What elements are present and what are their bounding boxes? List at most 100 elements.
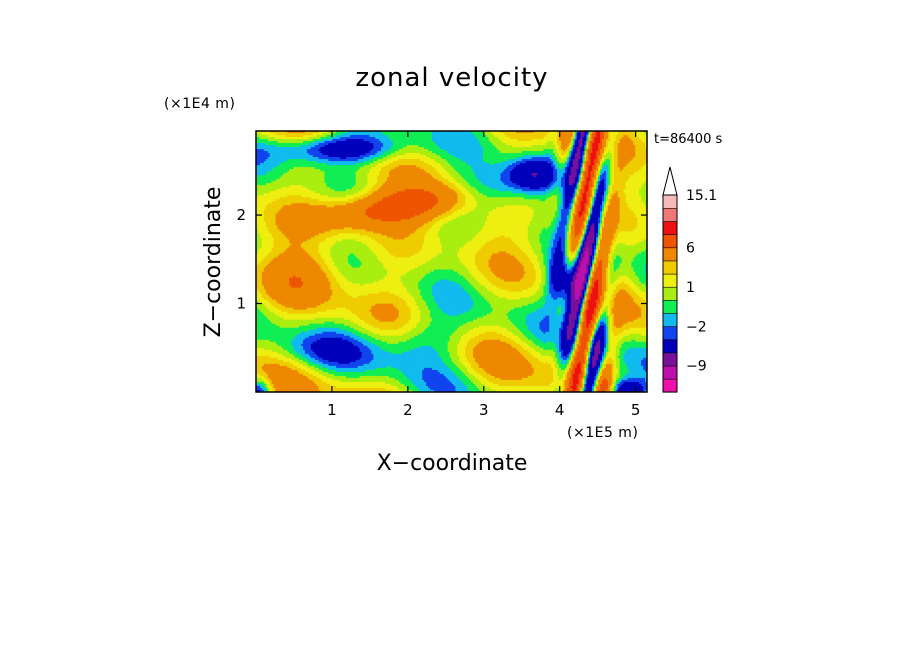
heatmap-cell xyxy=(293,141,296,144)
heatmap-cell xyxy=(281,135,284,138)
heatmap-cell xyxy=(385,147,388,150)
heatmap-cell xyxy=(431,135,435,138)
heatmap-cell xyxy=(302,157,306,160)
heatmap-cell xyxy=(500,133,503,136)
heatmap-cell xyxy=(371,141,374,144)
heatmap-cell xyxy=(386,143,390,146)
heatmap-cell xyxy=(496,143,500,146)
heatmap-cell xyxy=(598,135,601,138)
heatmap-cell xyxy=(482,151,486,154)
heatmap-cell xyxy=(494,143,498,146)
heatmap-cell xyxy=(359,159,363,162)
heatmap-cell xyxy=(328,141,331,144)
heatmap-cell xyxy=(439,149,443,152)
heatmap-cell xyxy=(328,147,331,150)
heatmap-cell xyxy=(457,145,460,148)
heatmap-cell xyxy=(316,155,320,158)
heatmap-cell xyxy=(414,147,417,150)
heatmap-cell xyxy=(375,141,378,144)
heatmap-cell xyxy=(592,153,595,156)
heatmap-cell xyxy=(578,143,582,146)
heatmap-cell xyxy=(512,131,515,134)
heatmap-cell xyxy=(484,147,488,150)
heatmap-cell xyxy=(441,157,445,160)
heatmap-cell xyxy=(490,157,494,160)
heatmap-cell xyxy=(541,137,544,140)
heatmap-cell xyxy=(602,141,605,144)
heatmap-cell xyxy=(516,147,519,150)
heatmap-cell xyxy=(562,157,566,160)
heatmap-cell xyxy=(537,135,541,138)
heatmap-cell xyxy=(410,149,413,152)
heatmap-cell xyxy=(521,141,525,144)
heatmap-cell xyxy=(256,149,259,152)
heatmap-cell xyxy=(306,159,310,162)
heatmap-cell xyxy=(449,139,453,142)
heatmap-cell xyxy=(394,149,398,152)
heatmap-cell xyxy=(514,143,517,146)
heatmap-cell xyxy=(449,143,453,146)
heatmap-cell xyxy=(261,141,265,144)
heatmap-cell xyxy=(623,133,627,136)
heatmap-cell xyxy=(506,143,509,146)
heatmap-cell xyxy=(564,141,568,144)
heatmap-cell xyxy=(256,157,259,160)
heatmap-cell xyxy=(373,139,376,142)
heatmap-cell xyxy=(625,149,629,152)
heatmap-cell xyxy=(492,131,496,134)
heatmap-cell xyxy=(531,149,535,152)
heatmap-cell xyxy=(306,137,310,140)
heatmap-cell xyxy=(291,145,294,148)
heatmap-cell xyxy=(572,135,576,138)
heatmap-cell xyxy=(537,131,541,134)
heatmap-cell xyxy=(643,133,646,136)
heatmap-cell xyxy=(398,143,402,146)
heatmap-cell xyxy=(609,139,613,142)
heatmap-cell xyxy=(349,137,353,140)
heatmap-cell xyxy=(560,151,564,154)
heatmap-cell xyxy=(516,157,519,160)
heatmap-cell xyxy=(297,153,300,156)
heatmap-cell xyxy=(512,143,515,146)
heatmap-cell xyxy=(551,133,554,136)
heatmap-cell xyxy=(545,145,548,148)
heatmap-cell xyxy=(263,147,267,150)
heatmap-cell xyxy=(453,157,457,160)
heatmap-cell xyxy=(320,141,324,144)
heatmap-cell xyxy=(316,159,320,162)
heatmap-cell xyxy=(416,131,419,134)
heatmap-cell xyxy=(611,133,615,136)
heatmap-cell xyxy=(564,157,568,160)
heatmap-cell xyxy=(324,137,327,140)
heatmap-cell xyxy=(551,135,554,138)
heatmap-cell xyxy=(545,139,548,142)
heatmap-cell xyxy=(396,151,400,154)
heatmap-cell xyxy=(324,139,327,142)
heatmap-cell xyxy=(408,135,412,138)
heatmap-cell xyxy=(390,135,394,138)
heatmap-cell xyxy=(291,147,294,150)
heatmap-cell xyxy=(486,143,490,146)
heatmap-cell xyxy=(336,149,339,152)
heatmap-cell xyxy=(385,141,388,144)
heatmap-cell xyxy=(463,153,466,156)
heatmap-cell xyxy=(402,147,406,150)
heatmap-cell xyxy=(643,141,646,144)
heatmap-cell xyxy=(418,133,421,136)
heatmap-cell xyxy=(517,159,521,162)
heatmap-cell xyxy=(310,153,314,156)
heatmap-cell xyxy=(471,159,474,162)
heatmap-cell xyxy=(383,139,386,142)
heatmap-cell xyxy=(408,153,412,156)
heatmap-cell xyxy=(607,135,611,138)
heatmap-cell xyxy=(373,151,376,154)
heatmap-cell xyxy=(320,145,324,148)
heatmap-cell xyxy=(273,133,277,136)
heatmap-cell xyxy=(484,159,488,162)
heatmap-cell xyxy=(531,135,535,138)
heatmap-cell xyxy=(369,141,372,144)
heatmap-cell xyxy=(463,141,466,144)
heatmap-cell xyxy=(514,153,517,156)
heatmap-cell xyxy=(363,139,367,142)
heatmap-cell xyxy=(381,153,384,156)
